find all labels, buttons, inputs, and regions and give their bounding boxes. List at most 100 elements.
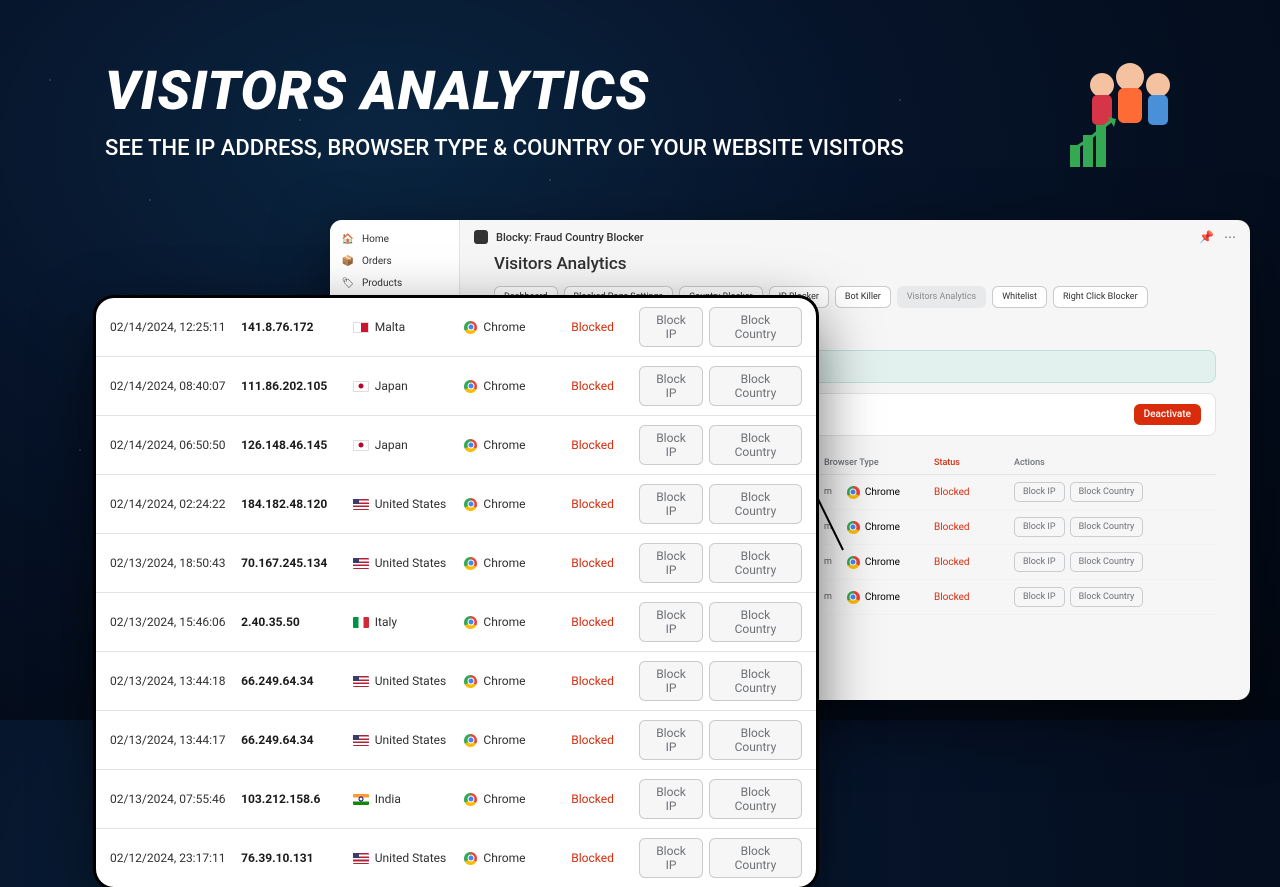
- tab[interactable]: Bot Killer: [835, 286, 891, 308]
- table-row: 02/13/2024, 07:55:46 103.212.158.6 India…: [96, 770, 816, 829]
- date-cell: 02/14/2024, 02:24:22: [110, 497, 241, 511]
- country-name: Malta: [375, 320, 405, 334]
- chrome-icon: [464, 675, 477, 688]
- status-cell: Blocked: [571, 851, 639, 865]
- block-ip-button[interactable]: Block IP: [1014, 517, 1065, 537]
- tab[interactable]: Right Click Blocker: [1053, 286, 1148, 308]
- sidebar-item[interactable]: 🏠Home: [330, 228, 459, 250]
- status-cell: Blocked: [571, 556, 639, 570]
- chrome-icon: [464, 321, 477, 334]
- chrome-icon: [464, 439, 477, 452]
- block-country-button[interactable]: Block Country: [709, 720, 802, 760]
- browser-name: Chrome: [483, 674, 525, 688]
- block-country-button[interactable]: Block Country: [1070, 517, 1144, 537]
- block-ip-button[interactable]: Block IP: [639, 779, 703, 819]
- flag-icon: [353, 676, 369, 687]
- status-text: Blocked: [934, 487, 1014, 498]
- chrome-icon: [464, 734, 477, 747]
- country-name: United States: [375, 497, 446, 511]
- suffix-text: m: [824, 557, 832, 567]
- deactivate-button[interactable]: Deactivate: [1134, 404, 1201, 425]
- browser-name: Chrome: [483, 438, 525, 452]
- flag-icon: [353, 735, 369, 746]
- app-logo-icon: [474, 230, 488, 244]
- ip-cell: 2.40.35.50: [241, 615, 353, 629]
- ip-cell: 126.148.46.145: [241, 438, 353, 452]
- chrome-icon: [847, 556, 860, 569]
- ip-cell: 66.249.64.34: [241, 674, 353, 688]
- block-ip-button[interactable]: Block IP: [639, 484, 703, 524]
- block-country-button[interactable]: Block Country: [1070, 482, 1144, 502]
- block-ip-button[interactable]: Block IP: [639, 661, 703, 701]
- country-name: India: [375, 792, 401, 806]
- block-country-button[interactable]: Block Country: [709, 425, 802, 465]
- pin-icon[interactable]: 📌: [1199, 230, 1214, 244]
- flag-icon: [353, 794, 369, 805]
- block-ip-button[interactable]: Block IP: [639, 602, 703, 642]
- status-cell: Blocked: [571, 379, 639, 393]
- flag-icon: [353, 322, 369, 333]
- chrome-icon: [464, 793, 477, 806]
- block-ip-button[interactable]: Block IP: [1014, 587, 1065, 607]
- date-cell: 02/14/2024, 06:50:50: [110, 438, 241, 452]
- block-ip-button[interactable]: Block IP: [639, 543, 703, 583]
- sidebar-item[interactable]: 🏷Products: [330, 272, 459, 294]
- status-cell: Blocked: [571, 733, 639, 747]
- sidebar-label: Orders: [362, 256, 392, 267]
- block-ip-button[interactable]: Block IP: [639, 838, 703, 878]
- ip-cell: 111.86.202.105: [241, 379, 353, 393]
- country-name: United States: [375, 556, 446, 570]
- block-country-button[interactable]: Block Country: [1070, 587, 1144, 607]
- tab[interactable]: Whitelist: [992, 286, 1047, 308]
- block-country-button[interactable]: Block Country: [709, 661, 802, 701]
- date-cell: 02/13/2024, 18:50:43: [110, 556, 241, 570]
- chrome-icon: [847, 521, 860, 534]
- flag-icon: [353, 617, 369, 628]
- date-cell: 02/14/2024, 08:40:07: [110, 379, 241, 393]
- block-ip-button[interactable]: Block IP: [1014, 482, 1065, 502]
- block-country-button[interactable]: Block Country: [709, 779, 802, 819]
- block-country-button[interactable]: Block Country: [709, 543, 802, 583]
- block-country-button[interactable]: Block Country: [1070, 552, 1144, 572]
- tab[interactable]: Visitors Analytics: [897, 286, 986, 308]
- col-status-header: Status: [934, 458, 1014, 468]
- browser-name: Chrome: [483, 320, 525, 334]
- flag-icon: [353, 381, 369, 392]
- browser-name: Chrome: [865, 557, 900, 568]
- hero-title: VISITORS ANALYTICS: [105, 60, 1175, 123]
- block-ip-button[interactable]: Block IP: [639, 307, 703, 347]
- hero-subtitle: SEE THE IP ADDRESS, BROWSER TYPE & COUNT…: [105, 135, 1005, 164]
- flag-icon: [353, 440, 369, 451]
- chrome-icon: [847, 486, 860, 499]
- country-name: Japan: [375, 438, 408, 452]
- country-name: Italy: [375, 615, 397, 629]
- block-ip-button[interactable]: Block IP: [639, 720, 703, 760]
- browser-name: Chrome: [483, 615, 525, 629]
- browser-name: Chrome: [483, 556, 525, 570]
- sidebar-icon: 📦: [342, 255, 354, 267]
- zoom-table: 02/14/2024, 12:25:11 141.8.76.172 Malta …: [96, 298, 816, 887]
- date-cell: 02/13/2024, 13:44:18: [110, 674, 241, 688]
- status-cell: Blocked: [571, 615, 639, 629]
- flag-icon: [353, 853, 369, 864]
- suffix-text: m: [824, 592, 832, 602]
- chrome-icon: [464, 557, 477, 570]
- country-name: United States: [375, 674, 446, 688]
- block-ip-button[interactable]: Block IP: [639, 366, 703, 406]
- block-country-button[interactable]: Block Country: [709, 838, 802, 878]
- sidebar-item[interactable]: 📦 Orders: [330, 250, 459, 272]
- block-ip-button[interactable]: Block IP: [1014, 552, 1065, 572]
- sidebar-label: Products: [362, 278, 402, 289]
- table-row: 02/14/2024, 12:25:11 141.8.76.172 Malta …: [96, 298, 816, 357]
- block-country-button[interactable]: Block Country: [709, 484, 802, 524]
- ip-cell: 184.182.48.120: [241, 497, 353, 511]
- browser-name: Chrome: [483, 733, 525, 747]
- block-country-button[interactable]: Block Country: [709, 602, 802, 642]
- block-country-button[interactable]: Block Country: [709, 307, 802, 347]
- block-country-button[interactable]: Block Country: [709, 366, 802, 406]
- date-cell: 02/12/2024, 23:17:11: [110, 851, 241, 865]
- block-ip-button[interactable]: Block IP: [639, 425, 703, 465]
- sidebar-label: Home: [362, 234, 389, 245]
- ip-cell: 141.8.76.172: [241, 320, 353, 334]
- more-icon[interactable]: ⋯: [1224, 230, 1236, 244]
